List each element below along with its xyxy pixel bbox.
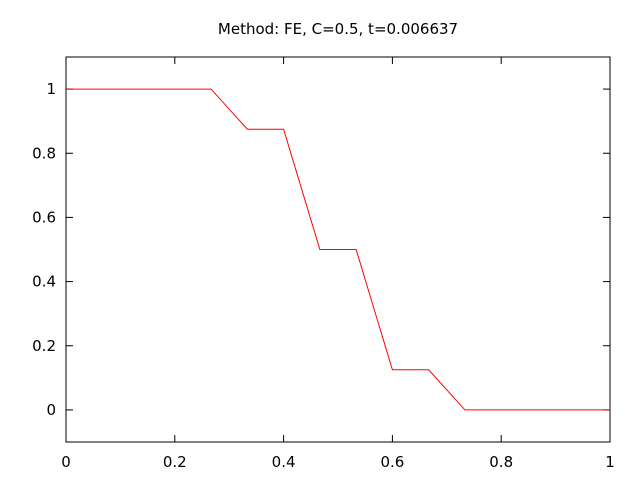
x-tick-label: 0.4 [272, 453, 296, 471]
y-tick-label: 0.2 [32, 337, 56, 355]
plot-frame [65, 56, 611, 443]
x-tick-label: 0.8 [489, 453, 513, 471]
x-tick-label: 0 [61, 453, 71, 471]
y-tick-label: 1 [46, 80, 56, 98]
axes: 0 0.2 0.4 0.6 0.8 1 0 0.2 0.4 0.6 0.8 1 [32, 56, 615, 471]
series-line [66, 88, 610, 411]
chart-title: Method: FE, C=0.5, t=0.006637 [218, 20, 458, 38]
plot-area [66, 88, 610, 411]
y-tick-label: 0.4 [32, 273, 56, 291]
y-tick-label: 0.8 [32, 144, 56, 162]
y-tick-label: 0 [46, 401, 56, 419]
x-tick-label: 0.6 [380, 453, 404, 471]
x-tick-label: 0.2 [163, 453, 187, 471]
y-tick-label: 0.6 [32, 208, 56, 226]
x-tick-label: 1 [605, 453, 615, 471]
